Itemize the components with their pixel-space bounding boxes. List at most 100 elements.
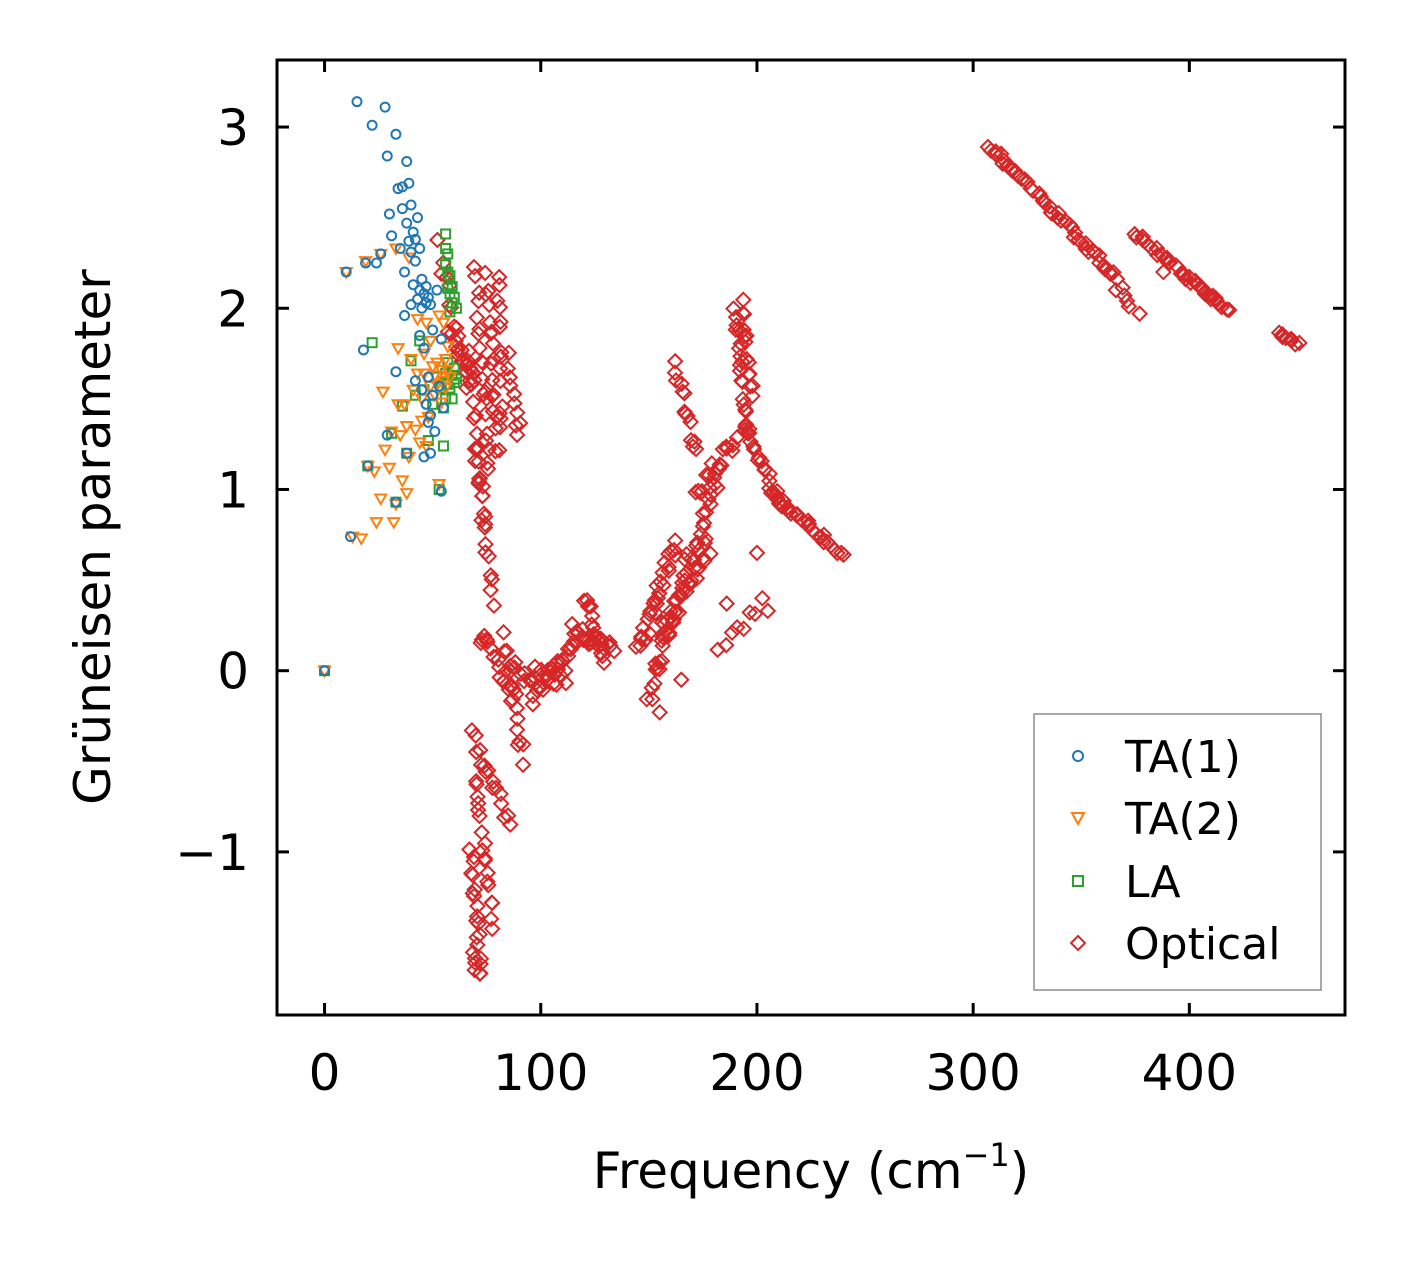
point-optical	[466, 954, 484, 972]
point-optical	[511, 665, 529, 683]
point-optical	[462, 376, 480, 394]
point-optical	[741, 604, 759, 621]
point-optical	[508, 699, 526, 717]
legend-label-la: LA	[1125, 857, 1181, 908]
point-ta2	[382, 462, 397, 476]
point-optical	[549, 652, 566, 670]
point-optical	[497, 662, 515, 680]
point-ta1	[409, 233, 421, 245]
point-optical	[717, 636, 735, 654]
point-ta1	[412, 212, 424, 224]
point-optical	[529, 679, 547, 696]
point-optical	[467, 407, 485, 425]
point-ta1	[431, 284, 443, 296]
point-ta1	[319, 665, 331, 677]
point-optical	[476, 515, 494, 533]
point-optical	[473, 841, 491, 859]
point-optical	[470, 474, 487, 492]
point-optical	[753, 589, 771, 607]
point-optical	[1107, 281, 1125, 299]
point-optical	[682, 413, 700, 431]
point-optical	[739, 424, 757, 442]
point-ta1	[424, 409, 436, 421]
point-optical	[499, 807, 517, 825]
point-optical	[1158, 249, 1176, 267]
point-ta2	[408, 424, 423, 438]
point-ta1	[405, 299, 417, 311]
point-optical	[471, 807, 488, 825]
point-optical	[654, 564, 672, 582]
point-optical	[490, 441, 508, 459]
y-tick-label: 3	[217, 99, 249, 157]
point-optical	[514, 756, 532, 774]
point-ta1	[390, 366, 402, 378]
point-optical	[815, 526, 833, 544]
y-tick-label: 1	[217, 461, 249, 519]
point-ta2	[438, 354, 453, 367]
point-optical	[712, 457, 730, 474]
point-optical	[666, 532, 684, 549]
point-ta1	[409, 375, 421, 387]
point-optical	[491, 318, 509, 336]
point-optical	[660, 562, 678, 580]
point-ta2	[418, 317, 434, 331]
point-optical	[471, 741, 489, 759]
point-optical	[653, 652, 671, 670]
point-ta1	[427, 389, 439, 401]
point-ta1	[416, 384, 428, 396]
point-ta1	[396, 203, 408, 215]
point-optical	[1286, 335, 1304, 353]
point-optical	[1202, 290, 1220, 308]
point-la	[446, 281, 458, 293]
point-ta1	[399, 310, 411, 322]
point-optical	[469, 897, 486, 915]
point-optical	[992, 145, 1010, 163]
point-optical	[694, 549, 712, 567]
point-optical	[647, 655, 664, 673]
point-optical	[670, 604, 688, 621]
point-optical	[524, 695, 542, 713]
point-optical	[987, 145, 1005, 163]
point-optical	[466, 440, 484, 458]
point-optical	[595, 654, 613, 672]
point-optical	[498, 642, 516, 660]
point-ta2	[358, 256, 373, 269]
point-optical	[488, 292, 506, 310]
point-optical	[486, 442, 504, 460]
point-optical	[552, 667, 570, 685]
point-ta1	[390, 496, 402, 508]
point-ta1	[422, 291, 434, 303]
point-ta2	[399, 488, 414, 501]
point-optical	[1148, 246, 1166, 264]
point-la	[450, 302, 462, 314]
point-optical	[468, 309, 486, 327]
point-ta1	[366, 119, 378, 131]
point-optical	[449, 327, 467, 345]
point-optical	[506, 394, 523, 412]
point-optical	[753, 452, 771, 470]
point-ta2	[386, 517, 401, 530]
point-optical	[749, 451, 767, 469]
point-optical	[666, 603, 684, 621]
point-ta1	[405, 199, 417, 211]
point-ta2	[388, 243, 404, 256]
point-optical	[468, 928, 486, 946]
point-optical	[800, 515, 818, 533]
point-optical	[637, 631, 654, 649]
point-ta2	[377, 444, 393, 458]
point-ta1	[381, 150, 393, 162]
point-ta1	[351, 96, 363, 108]
point-optical	[483, 570, 501, 588]
point-optical	[473, 370, 491, 388]
point-optical	[557, 674, 575, 692]
point-optical	[676, 384, 693, 402]
point-optical	[697, 466, 715, 484]
point-optical	[501, 369, 519, 386]
point-optical	[779, 498, 797, 516]
point-optical	[660, 558, 678, 576]
point-ta1	[435, 333, 447, 345]
point-optical	[485, 648, 503, 666]
point-optical	[673, 375, 690, 393]
point-optical	[736, 333, 754, 351]
point-optical	[1052, 212, 1070, 230]
